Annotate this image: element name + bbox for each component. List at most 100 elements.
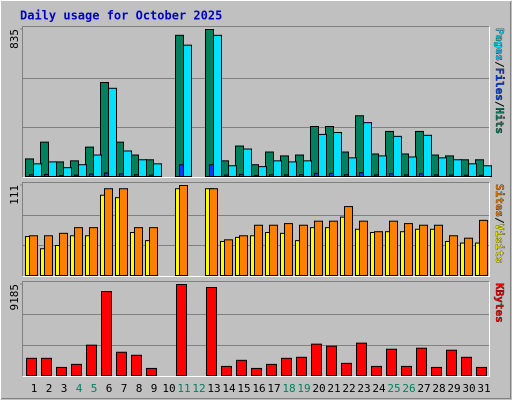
bar — [446, 349, 457, 376]
bar — [404, 223, 413, 276]
bar — [206, 287, 217, 376]
bar — [101, 291, 112, 376]
bar — [131, 354, 142, 376]
bar — [258, 166, 267, 177]
bar — [239, 235, 248, 276]
legend-entry: Files — [493, 68, 506, 101]
bar — [363, 122, 372, 177]
bar — [423, 134, 432, 178]
bar — [393, 135, 402, 178]
legend: KBytes — [493, 283, 506, 323]
bar — [179, 185, 188, 276]
legend-entry: Visits — [493, 224, 506, 264]
bar — [86, 344, 97, 376]
bar — [359, 220, 368, 276]
bar — [134, 227, 143, 276]
bar — [401, 365, 412, 377]
y-tick-label: 9185 — [8, 284, 21, 311]
bar — [479, 219, 488, 277]
bar — [78, 164, 87, 177]
x-tick-label: 16 — [252, 382, 265, 395]
bar — [29, 235, 38, 276]
bar — [44, 235, 53, 276]
x-tick-label: 3 — [61, 382, 68, 395]
bar — [236, 359, 247, 377]
bar — [431, 366, 442, 377]
bar — [386, 348, 397, 376]
bar — [389, 220, 398, 276]
panel-border-light — [22, 281, 490, 377]
bar — [123, 150, 132, 177]
panel-border-light — [22, 26, 490, 178]
bar — [41, 357, 52, 376]
panel-border-dark — [22, 182, 490, 277]
bar — [273, 160, 282, 178]
panel-border-dark — [22, 26, 490, 178]
x-tick-label: 9 — [151, 382, 158, 395]
panel-border-dark — [22, 281, 490, 377]
x-tick-label: 30 — [462, 382, 475, 395]
bar — [26, 357, 37, 376]
bar — [93, 154, 102, 177]
x-tick-label: 27 — [417, 382, 430, 395]
bar — [419, 224, 428, 277]
bar — [104, 188, 113, 276]
legend-entry: KBytes — [493, 283, 506, 323]
bar — [453, 159, 462, 178]
bar — [281, 357, 292, 376]
bar — [108, 87, 117, 177]
bar — [318, 133, 327, 177]
bar — [483, 165, 492, 177]
legend-separator: / — [493, 61, 506, 68]
bar — [374, 231, 383, 276]
y-tick-label: 111 — [8, 185, 21, 205]
x-tick-label: 6 — [106, 382, 113, 395]
bar — [476, 366, 487, 377]
bar — [119, 188, 128, 276]
legend-separator: / — [493, 217, 506, 224]
x-tick-label: 13 — [207, 382, 220, 395]
bar — [344, 206, 353, 277]
bar — [71, 363, 82, 377]
bar — [33, 163, 42, 178]
x-tick-label: 23 — [357, 382, 370, 395]
bar — [326, 345, 337, 376]
bar — [371, 365, 382, 377]
bar — [25, 158, 34, 177]
x-tick-label: 7 — [121, 382, 128, 395]
bar — [378, 155, 387, 177]
legend-entry: Sites — [493, 184, 506, 217]
x-tick-label: 28 — [432, 382, 445, 395]
bar — [153, 163, 162, 178]
bar — [468, 163, 477, 178]
x-tick-label: 5 — [91, 382, 98, 395]
legend: Sites/Visits — [493, 184, 506, 264]
bar — [209, 188, 218, 276]
bar — [56, 366, 67, 377]
x-tick-label: 11 — [177, 382, 190, 395]
bar — [183, 44, 192, 178]
bar — [284, 223, 293, 276]
bar — [266, 363, 277, 377]
bar — [59, 232, 68, 277]
chart-title: Daily usage for October 2025 — [20, 9, 222, 23]
bar — [329, 220, 338, 276]
bar — [254, 224, 263, 277]
bar — [149, 227, 158, 276]
bar — [48, 161, 57, 178]
bar — [356, 342, 367, 376]
x-tick-label: 1 — [31, 382, 38, 395]
x-tick-label: 10 — [162, 382, 175, 395]
x-tick-label: 18 — [282, 382, 295, 395]
y-tick-label: 835 — [8, 29, 21, 49]
bar — [243, 148, 252, 178]
x-tick-label: 25 — [387, 382, 400, 395]
bar — [434, 224, 443, 277]
panel-border-light — [22, 182, 490, 277]
bar — [303, 160, 312, 178]
bar — [341, 362, 352, 377]
bar — [464, 237, 473, 276]
legend-entry: Pages — [493, 28, 506, 61]
x-tick-label: 2 — [46, 382, 53, 395]
